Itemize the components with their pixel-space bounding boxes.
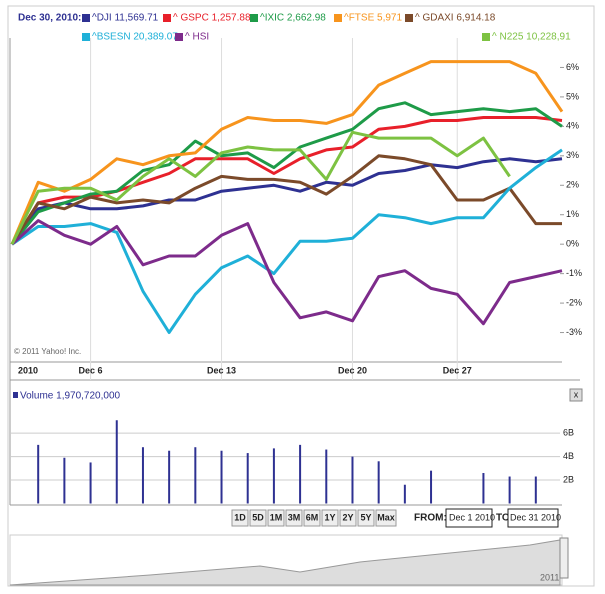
range-button[interactable]	[321, 509, 339, 527]
legend-swatch	[405, 14, 413, 22]
legend-swatch	[250, 14, 258, 22]
to-input[interactable]	[507, 508, 559, 528]
legend-swatch	[334, 14, 342, 22]
y-tick-label: 2%	[566, 180, 579, 190]
x-tick-label: Dec 20	[338, 365, 367, 375]
copyright: © 2011 Yahoo! Inc.	[14, 347, 81, 356]
legend-label[interactable]: ^FTSE 5,971	[344, 13, 402, 24]
volume-bar	[168, 450, 171, 504]
series-line	[10, 154, 562, 246]
series-line	[10, 219, 563, 326]
volume-bar	[89, 462, 92, 504]
volume-bar	[351, 456, 354, 504]
from-value[interactable]: Dec 1 2010	[449, 512, 495, 522]
legend-swatch	[82, 33, 90, 41]
x-tick-label: 2010	[18, 365, 38, 375]
volume-bar	[220, 450, 223, 504]
range-button[interactable]	[231, 509, 249, 527]
volume-bar	[403, 484, 406, 504]
range-button-label[interactable]: 5D	[252, 512, 264, 522]
volume-bar	[430, 470, 433, 504]
legend-swatch	[482, 33, 490, 41]
to-value[interactable]: Dec 31 2010	[510, 512, 561, 522]
legend-swatch	[82, 14, 90, 22]
range-button[interactable]	[375, 509, 397, 527]
header-date: Dec 30, 2010:	[18, 13, 81, 24]
volume-bar	[194, 447, 197, 504]
from-label: FROM:	[414, 513, 447, 524]
y-tick-label: -1%	[566, 268, 582, 278]
volume-swatch	[13, 392, 18, 398]
volume-bar	[377, 461, 380, 504]
legend-label[interactable]: ^ N225 10,228,91	[492, 32, 571, 43]
y-tick-label: 0%	[566, 239, 579, 249]
y-tick-label: 3%	[566, 150, 579, 160]
navigator-year: 2011	[540, 572, 559, 582]
volume-bar	[37, 444, 40, 504]
legend-label[interactable]: ^ HSI	[185, 32, 209, 43]
y-tick-label: 6%	[566, 62, 579, 72]
y-tick-label: 4%	[566, 121, 579, 131]
y-tick-label: -2%	[566, 297, 582, 307]
legend-label[interactable]: ^IXIC 2,662.98	[260, 13, 326, 24]
close-icon[interactable]: x	[574, 389, 579, 399]
volume-bar	[63, 457, 66, 504]
close-button[interactable]	[569, 388, 583, 402]
x-tick-label: Dec 13	[207, 365, 236, 375]
volume-bar	[299, 444, 302, 504]
volume-bar	[141, 447, 144, 504]
navigator-handle[interactable]	[559, 537, 569, 579]
volume-bar	[482, 473, 485, 504]
y-tick-label: 5%	[566, 91, 579, 101]
range-button-label[interactable]: 3M	[288, 512, 301, 522]
volume-bar	[272, 448, 275, 504]
from-input[interactable]	[445, 508, 493, 528]
range-button-label[interactable]: 2Y	[342, 512, 353, 522]
range-button[interactable]	[339, 509, 357, 527]
legend-swatch	[163, 14, 171, 22]
legend-label[interactable]: ^ GSPC 1,257.88	[173, 13, 251, 24]
y-tick-label: 6B	[563, 428, 574, 438]
series-line	[10, 130, 511, 245]
volume-title: Volume 1,970,720,000	[20, 391, 121, 402]
legend-swatch	[175, 33, 183, 41]
y-tick-label: 2B	[563, 474, 574, 484]
range-button-label[interactable]: 6M	[306, 512, 319, 522]
range-button[interactable]	[303, 509, 321, 527]
volume-bar	[534, 476, 537, 504]
range-button[interactable]	[249, 509, 267, 527]
range-button[interactable]	[267, 509, 285, 527]
range-button[interactable]	[357, 509, 375, 527]
legend-label[interactable]: ^BSESN 20,389.07	[92, 32, 178, 43]
series-line	[10, 157, 563, 246]
y-tick-label: 1%	[566, 209, 579, 219]
to-label: TO:	[496, 513, 513, 524]
x-tick-label: Dec 27	[443, 365, 472, 375]
range-button-label[interactable]: 5Y	[360, 512, 371, 522]
volume-bar	[508, 476, 511, 504]
volume-bar	[115, 420, 118, 504]
range-button-label[interactable]: Max	[377, 512, 395, 522]
range-button-label[interactable]: 1M	[270, 512, 283, 522]
range-button[interactable]	[285, 509, 303, 527]
volume-bar	[325, 449, 328, 504]
range-button-label[interactable]: 1Y	[324, 512, 335, 522]
y-tick-label: -3%	[566, 327, 582, 337]
y-tick-label: 4B	[563, 451, 574, 461]
x-tick-label: Dec 6	[79, 365, 103, 375]
legend-label[interactable]: ^ GDAXI 6,914.18	[415, 13, 496, 24]
volume-bar	[246, 453, 249, 504]
series-line	[10, 60, 564, 245]
series-line	[11, 148, 563, 334]
range-button-label[interactable]: 1D	[234, 512, 246, 522]
legend-label[interactable]: ^DJI 11,569.71	[92, 13, 159, 24]
